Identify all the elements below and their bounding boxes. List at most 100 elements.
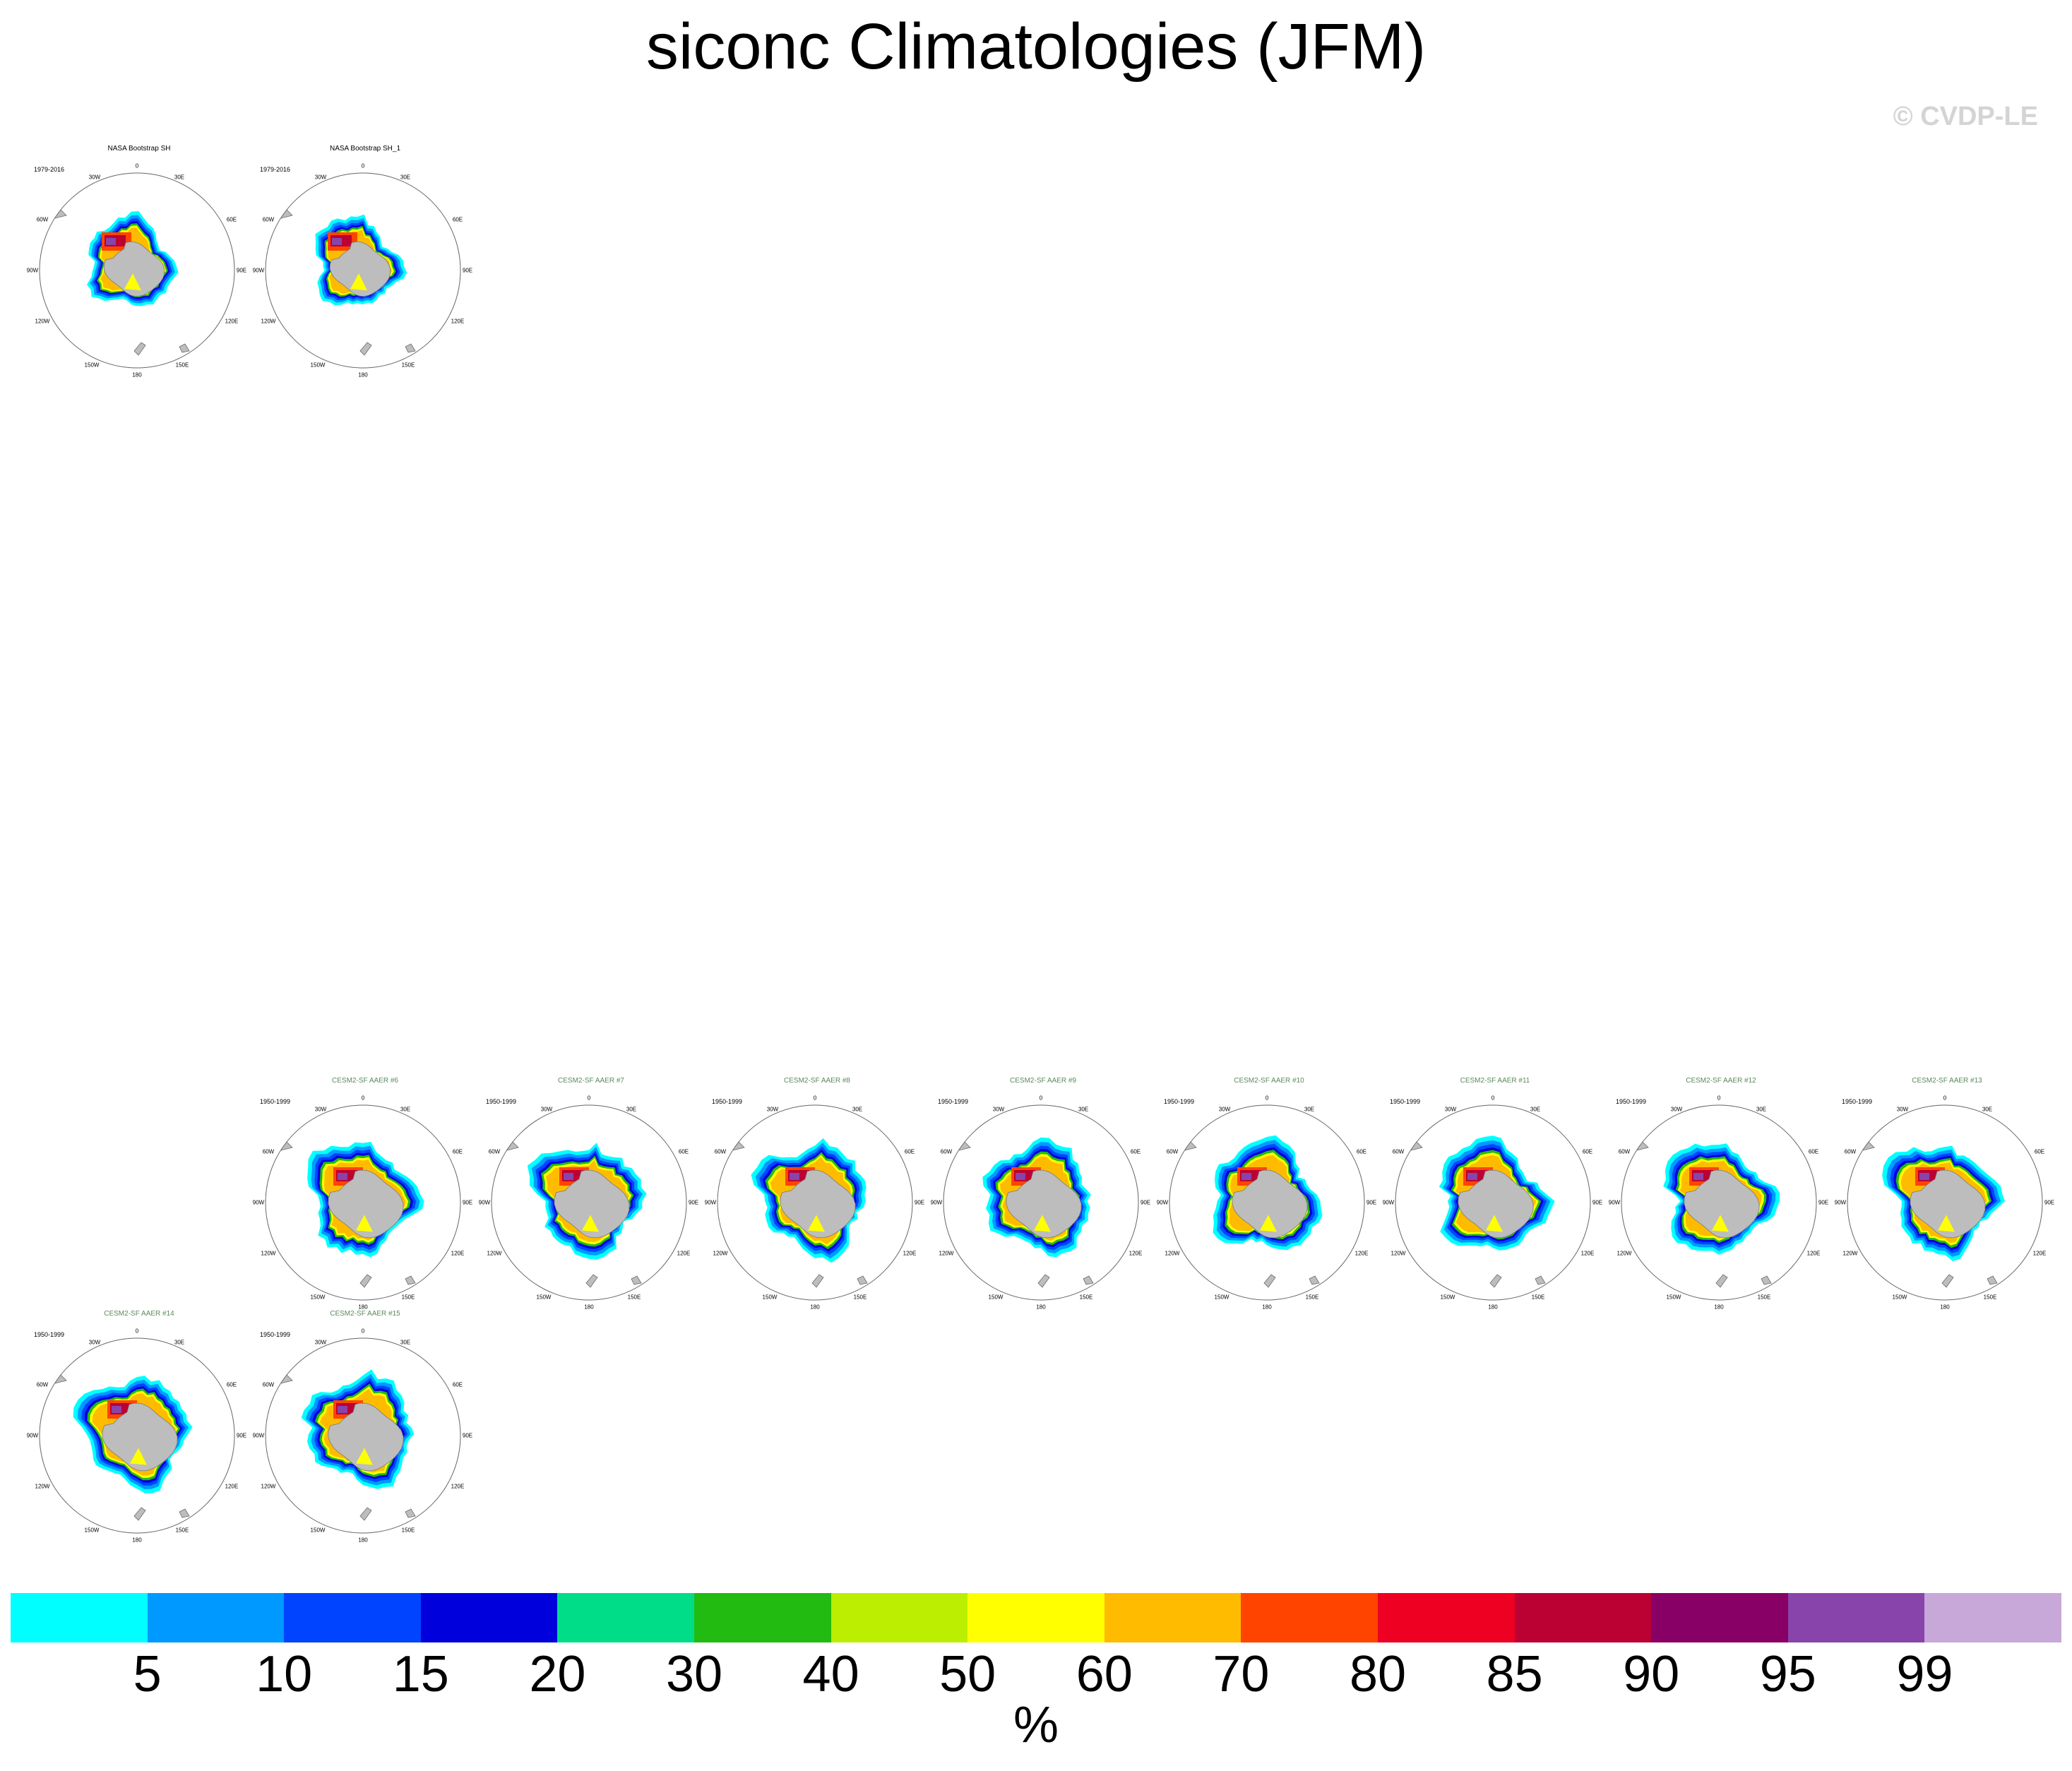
longitude-label: 180 bbox=[810, 1304, 820, 1311]
longitude-label: 60W bbox=[714, 1148, 727, 1155]
longitude-label: 120E bbox=[451, 1483, 465, 1490]
colorbar-tick-label: 99 bbox=[1896, 1646, 1953, 1703]
south-america-landmass bbox=[266, 1359, 293, 1384]
new-zealand-landmass bbox=[1263, 1274, 1276, 1288]
longitude-label: 150W bbox=[1892, 1294, 1907, 1301]
longitude-label: 120E bbox=[1806, 1250, 1821, 1257]
colorbar-tick-label: 20 bbox=[529, 1646, 586, 1703]
tasmania-landmass bbox=[405, 343, 416, 353]
ross-sea-ice bbox=[350, 273, 367, 291]
longitude-label: 60E bbox=[1808, 1148, 1819, 1155]
longitude-label: 60E bbox=[678, 1148, 689, 1155]
panel-years: 1950-1999 bbox=[34, 1331, 65, 1338]
colorbar-swatch bbox=[557, 1593, 694, 1642]
longitude-label: 180 bbox=[1262, 1304, 1272, 1311]
antarctica-landmass bbox=[780, 1169, 856, 1239]
longitude-label: 120W bbox=[713, 1250, 728, 1257]
weddell-high-ice bbox=[564, 1173, 573, 1180]
colorbar-swatch bbox=[11, 1593, 148, 1642]
colorbar-tick-label: 90 bbox=[1623, 1646, 1680, 1703]
polar-map bbox=[717, 1104, 913, 1301]
longitude-label: 120W bbox=[261, 318, 276, 325]
south-america-landmass bbox=[40, 193, 67, 219]
colorbar-tick-label: 60 bbox=[1076, 1646, 1133, 1703]
antarctica-landmass bbox=[103, 241, 165, 297]
south-america-landmass bbox=[1621, 1126, 1649, 1151]
longitude-label: 120E bbox=[1354, 1250, 1369, 1257]
longitude-label: 150W bbox=[536, 1294, 552, 1301]
longitude-label: 0 bbox=[1039, 1095, 1043, 1102]
map-border bbox=[265, 1337, 461, 1534]
map-panel: CESM2-SF AAER #15 1950-1999 0 180 30E 30W 60E 6… bbox=[252, 1310, 477, 1544]
colorbar-swatch bbox=[693, 1593, 831, 1642]
longitude-label: 0 bbox=[361, 162, 365, 169]
longitude-label: 90W bbox=[1608, 1199, 1621, 1206]
antarctica-landmass bbox=[102, 1402, 178, 1472]
antarctica-landmass bbox=[1684, 1169, 1760, 1239]
longitude-label: 120E bbox=[1129, 1250, 1143, 1257]
longitude-label: 150E bbox=[1079, 1294, 1093, 1301]
colorbar-swatch bbox=[1787, 1593, 1925, 1642]
panel-years: 1979-2016 bbox=[34, 166, 65, 173]
longitude-label: 30W bbox=[1670, 1106, 1683, 1113]
longitude-label: 150W bbox=[310, 362, 326, 369]
colorbar-tick-label: 70 bbox=[1213, 1646, 1270, 1703]
longitude-label: 120E bbox=[225, 1483, 239, 1490]
longitude-label: 150E bbox=[1983, 1294, 1997, 1301]
longitude-label: 90W bbox=[1834, 1199, 1847, 1206]
longitude-label: 120W bbox=[939, 1250, 954, 1257]
tasmania-landmass bbox=[1309, 1275, 1320, 1285]
longitude-label: 30W bbox=[1896, 1106, 1909, 1113]
map-border bbox=[265, 172, 461, 369]
new-zealand-landmass bbox=[585, 1274, 598, 1288]
south-america-landmass bbox=[1169, 1126, 1197, 1151]
longitude-label: 0 bbox=[361, 1328, 365, 1335]
colorbar bbox=[11, 1593, 2061, 1642]
colorbar-swatch bbox=[1104, 1593, 1242, 1642]
longitude-label: 180 bbox=[132, 1537, 142, 1544]
antarctica-landmass bbox=[329, 241, 391, 297]
south-america-landmass bbox=[943, 1126, 971, 1151]
weddell-high-ice bbox=[338, 1173, 347, 1180]
longitude-label: 90W bbox=[252, 1432, 265, 1439]
longitude-label: 180 bbox=[358, 1304, 368, 1311]
panel-title: CESM2-SF AAER #13 bbox=[1912, 1077, 1982, 1085]
new-zealand-landmass bbox=[1941, 1274, 1954, 1288]
longitude-label: 150E bbox=[401, 1294, 415, 1301]
colorbar-tick-label: 15 bbox=[392, 1646, 449, 1703]
weddell-high-ice bbox=[790, 1173, 799, 1180]
longitude-label: 30W bbox=[1444, 1106, 1457, 1113]
longitude-label: 90E bbox=[1592, 1199, 1603, 1206]
longitude-label: 120E bbox=[451, 318, 465, 325]
colorbar-swatch bbox=[967, 1593, 1105, 1642]
tasmania-landmass bbox=[405, 1508, 416, 1518]
longitude-label: 60W bbox=[1392, 1148, 1405, 1155]
weddell-high-ice bbox=[1693, 1173, 1703, 1180]
longitude-label: 30E bbox=[174, 1339, 185, 1346]
longitude-label: 60W bbox=[262, 216, 275, 223]
south-america-landmass bbox=[718, 1126, 745, 1151]
longitude-label: 30W bbox=[540, 1106, 553, 1113]
longitude-label: 180 bbox=[1036, 1304, 1046, 1311]
longitude-label: 30W bbox=[314, 1339, 327, 1346]
longitude-label: 180 bbox=[358, 371, 368, 378]
longitude-label: 150E bbox=[627, 1294, 641, 1301]
polar-map bbox=[1621, 1104, 1817, 1301]
colorbar-tick-label: 50 bbox=[939, 1646, 996, 1703]
longitude-label: 60E bbox=[1582, 1148, 1593, 1155]
south-america-landmass bbox=[266, 1126, 293, 1151]
longitude-label: 60W bbox=[1618, 1148, 1631, 1155]
panel-title: CESM2-SF AAER #14 bbox=[104, 1310, 174, 1318]
longitude-label: 180 bbox=[1714, 1304, 1724, 1311]
panel-years: 1950-1999 bbox=[1390, 1098, 1421, 1105]
longitude-label: 0 bbox=[1265, 1095, 1269, 1102]
colorbar-swatch bbox=[284, 1593, 421, 1642]
polar-map bbox=[1169, 1104, 1365, 1301]
panel-title: CESM2-SF AAER #6 bbox=[332, 1077, 398, 1085]
antarctica-landmass bbox=[328, 1169, 404, 1239]
longitude-label: 120W bbox=[1842, 1250, 1858, 1257]
longitude-label: 120E bbox=[677, 1250, 691, 1257]
weddell-high-ice bbox=[332, 238, 342, 245]
colorbar-swatch bbox=[1241, 1593, 1378, 1642]
map-panel: CESM2-SF AAER #7 1950-1999 0 180 30E 30W 60E 60… bbox=[479, 1077, 703, 1311]
